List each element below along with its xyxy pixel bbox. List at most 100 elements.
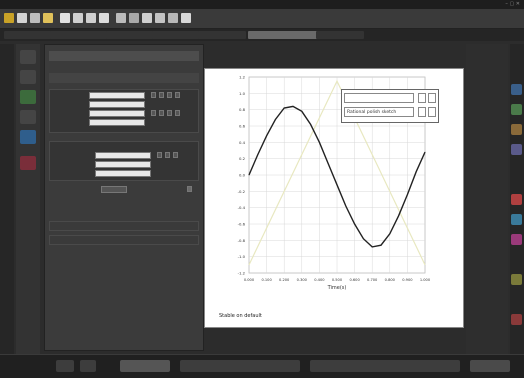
add-tool-icon[interactable] (20, 90, 36, 104)
copy-icon[interactable] (116, 13, 126, 23)
series-point (354, 223, 355, 225)
footer-select[interactable] (101, 186, 127, 193)
stepper-0[interactable] (151, 92, 156, 98)
collapsed-section-0[interactable] (49, 221, 199, 231)
undo-icon[interactable] (73, 13, 83, 23)
legend-close-icon-1[interactable] (428, 93, 436, 103)
dock-icon-2[interactable] (511, 104, 522, 115)
menu-tab-4[interactable] (198, 31, 246, 39)
field-input-2[interactable] (89, 110, 145, 117)
dock-icon-8[interactable] (511, 274, 522, 285)
menu-bar (0, 29, 524, 41)
status-item-4[interactable] (310, 360, 460, 372)
stepper-2[interactable] (167, 92, 172, 98)
status-item-0[interactable] (56, 360, 74, 372)
settings-icon[interactable] (181, 13, 191, 23)
menu-tab-0[interactable] (4, 31, 52, 39)
stepper-8[interactable] (157, 152, 162, 158)
x-tick-label: 1.000 (420, 278, 431, 282)
legend-row-1[interactable] (344, 93, 414, 103)
dock-icon-5[interactable] (511, 194, 522, 205)
stepper-9[interactable] (165, 152, 170, 158)
stop-icon[interactable] (155, 13, 165, 23)
menu-tab-6[interactable] (316, 31, 364, 39)
record-tool-icon[interactable] (20, 156, 36, 170)
x-tick-label: 0.200 (279, 278, 290, 282)
person-tool-icon[interactable] (20, 130, 36, 144)
menu-tab-1[interactable] (50, 31, 108, 39)
legend-row-2[interactable]: Rational polish sketch (344, 107, 414, 117)
window-controls[interactable]: – ▢ ✕ (505, 1, 520, 7)
stepper-6[interactable] (167, 110, 172, 116)
field-input-0[interactable] (89, 92, 145, 99)
legend-color-swatch-2[interactable] (418, 107, 426, 117)
cut-icon[interactable] (99, 13, 109, 23)
menu-tab-active[interactable] (248, 31, 318, 39)
y-tick-label: -0.8 (238, 238, 246, 243)
dock-icon-3[interactable] (511, 124, 522, 135)
right-icon-strip (510, 44, 524, 354)
paste-icon[interactable] (129, 13, 139, 23)
x-tick-label: 0.400 (314, 278, 325, 282)
dock-icon-1[interactable] (511, 84, 522, 95)
run-icon[interactable] (142, 13, 152, 23)
stepper-3[interactable] (175, 92, 180, 98)
legend-color-swatch-1[interactable] (418, 93, 426, 103)
footer-button[interactable] (187, 186, 192, 192)
y-tick-label: 1.2 (239, 75, 246, 80)
redo-icon[interactable] (86, 13, 96, 23)
collapsed-section-1[interactable] (49, 235, 199, 245)
title-bar: – ▢ ✕ (0, 0, 524, 9)
stepper-7[interactable] (175, 110, 180, 116)
series-point (336, 184, 338, 186)
y-tick-label: 0.8 (239, 107, 246, 112)
y-tick-label: 0.2 (239, 156, 246, 161)
y-tick-label: -0.2 (238, 189, 246, 194)
x-tick-label: 0.600 (349, 278, 360, 282)
status-item-3[interactable] (180, 360, 300, 372)
panel-section-title[interactable] (49, 73, 199, 83)
edit-tool-icon[interactable] (20, 110, 36, 124)
stepper-4[interactable] (151, 110, 156, 116)
series-point (389, 233, 391, 235)
save-icon[interactable] (60, 13, 70, 23)
menu-tab-2[interactable] (106, 31, 154, 39)
dock-icon-6[interactable] (511, 214, 522, 225)
subfield-input-2[interactable] (95, 170, 151, 177)
sim-icon[interactable] (17, 13, 27, 23)
series-point (371, 246, 373, 248)
stepper-10[interactable] (173, 152, 178, 158)
select-tool-icon[interactable] (20, 50, 36, 64)
y-tick-label: 0.6 (239, 124, 246, 129)
series-point (407, 194, 408, 195)
x-tick-label: 0.900 (402, 278, 413, 282)
field-input-3[interactable] (89, 119, 145, 126)
new-icon[interactable] (30, 13, 40, 23)
dock-icon-9[interactable] (511, 314, 522, 325)
series-point (345, 205, 347, 207)
open-icon[interactable] (43, 13, 53, 23)
y-tick-label: 0.0 (239, 173, 246, 178)
y-tick-label: 1.0 (239, 91, 246, 96)
series-point (327, 163, 329, 164)
status-item-2[interactable] (120, 360, 170, 372)
stepper-5[interactable] (159, 110, 164, 116)
app-icon[interactable] (4, 13, 14, 23)
subfield-input-0[interactable] (95, 152, 151, 159)
panel-header (49, 51, 199, 61)
subfield-input-1[interactable] (95, 161, 151, 168)
y-tick-label: -1.2 (238, 271, 246, 276)
dock-icon-7[interactable] (511, 234, 522, 245)
legend-close-icon-2[interactable] (428, 107, 436, 117)
series-point (398, 215, 399, 217)
stepper-1[interactable] (159, 92, 164, 98)
status-zoom[interactable] (470, 360, 510, 372)
field-input-1[interactable] (89, 101, 145, 108)
zoom-icon[interactable] (168, 13, 178, 23)
menu-tab-3[interactable] (152, 31, 200, 39)
status-item-1[interactable] (80, 360, 96, 372)
layers-tool-icon[interactable] (20, 70, 36, 84)
series-point (257, 154, 259, 155)
dock-icon-4[interactable] (511, 144, 522, 155)
x-tick-label: 0.000 (244, 278, 255, 282)
